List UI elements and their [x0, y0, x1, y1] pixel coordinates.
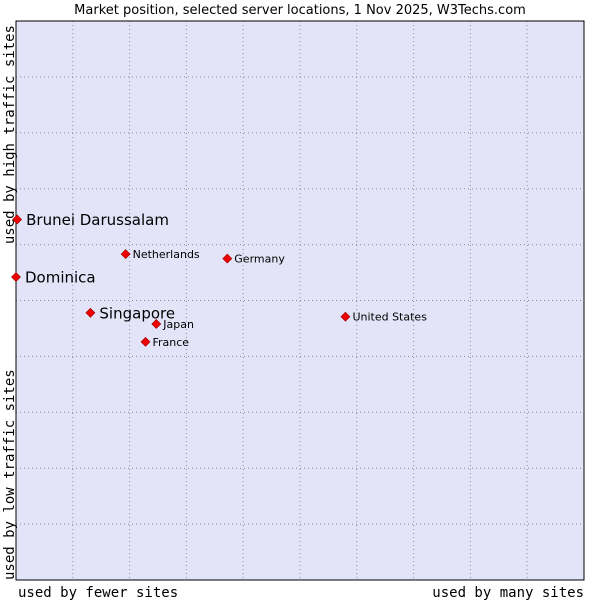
point-marker — [120, 249, 131, 260]
x-axis-label-right: used by many sites — [432, 585, 584, 600]
point-label: France — [153, 336, 190, 349]
point-label: Germany — [234, 253, 285, 266]
point-label: United States — [352, 311, 427, 324]
point-singapore: Singapore — [85, 304, 175, 322]
point-marker — [222, 253, 233, 264]
point-label: Netherlands — [133, 248, 200, 261]
point-marker — [151, 319, 162, 329]
point-united-states: United States — [340, 311, 427, 324]
point-marker — [85, 307, 96, 318]
plot-border — [15, 20, 585, 581]
point-label: Singapore — [99, 304, 175, 322]
point-dominica: Dominica — [11, 269, 96, 287]
point-marker — [140, 336, 151, 347]
point-brunei-darussalam: Brunei Darussalam — [12, 211, 169, 229]
y-axis-label-top: used by high traffic sites — [2, 25, 18, 244]
point-netherlands: Netherlands — [120, 248, 200, 261]
point-marker — [340, 311, 351, 322]
point-germany: Germany — [222, 253, 285, 266]
point-france: France — [140, 336, 190, 349]
point-label: Japan — [162, 318, 194, 331]
x-axis-label-left: used by fewer sites — [18, 585, 178, 600]
y-axis-label-bottom: used by low traffic sites — [2, 369, 18, 580]
point-label: Brunei Darussalam — [26, 211, 169, 229]
chart-title: Market position, selected server locatio… — [74, 3, 526, 18]
grid-lines — [16, 21, 584, 580]
point-label: Dominica — [25, 269, 96, 287]
point-marker — [12, 214, 23, 225]
point-japan: Japan — [151, 318, 194, 331]
point-marker — [11, 272, 21, 282]
